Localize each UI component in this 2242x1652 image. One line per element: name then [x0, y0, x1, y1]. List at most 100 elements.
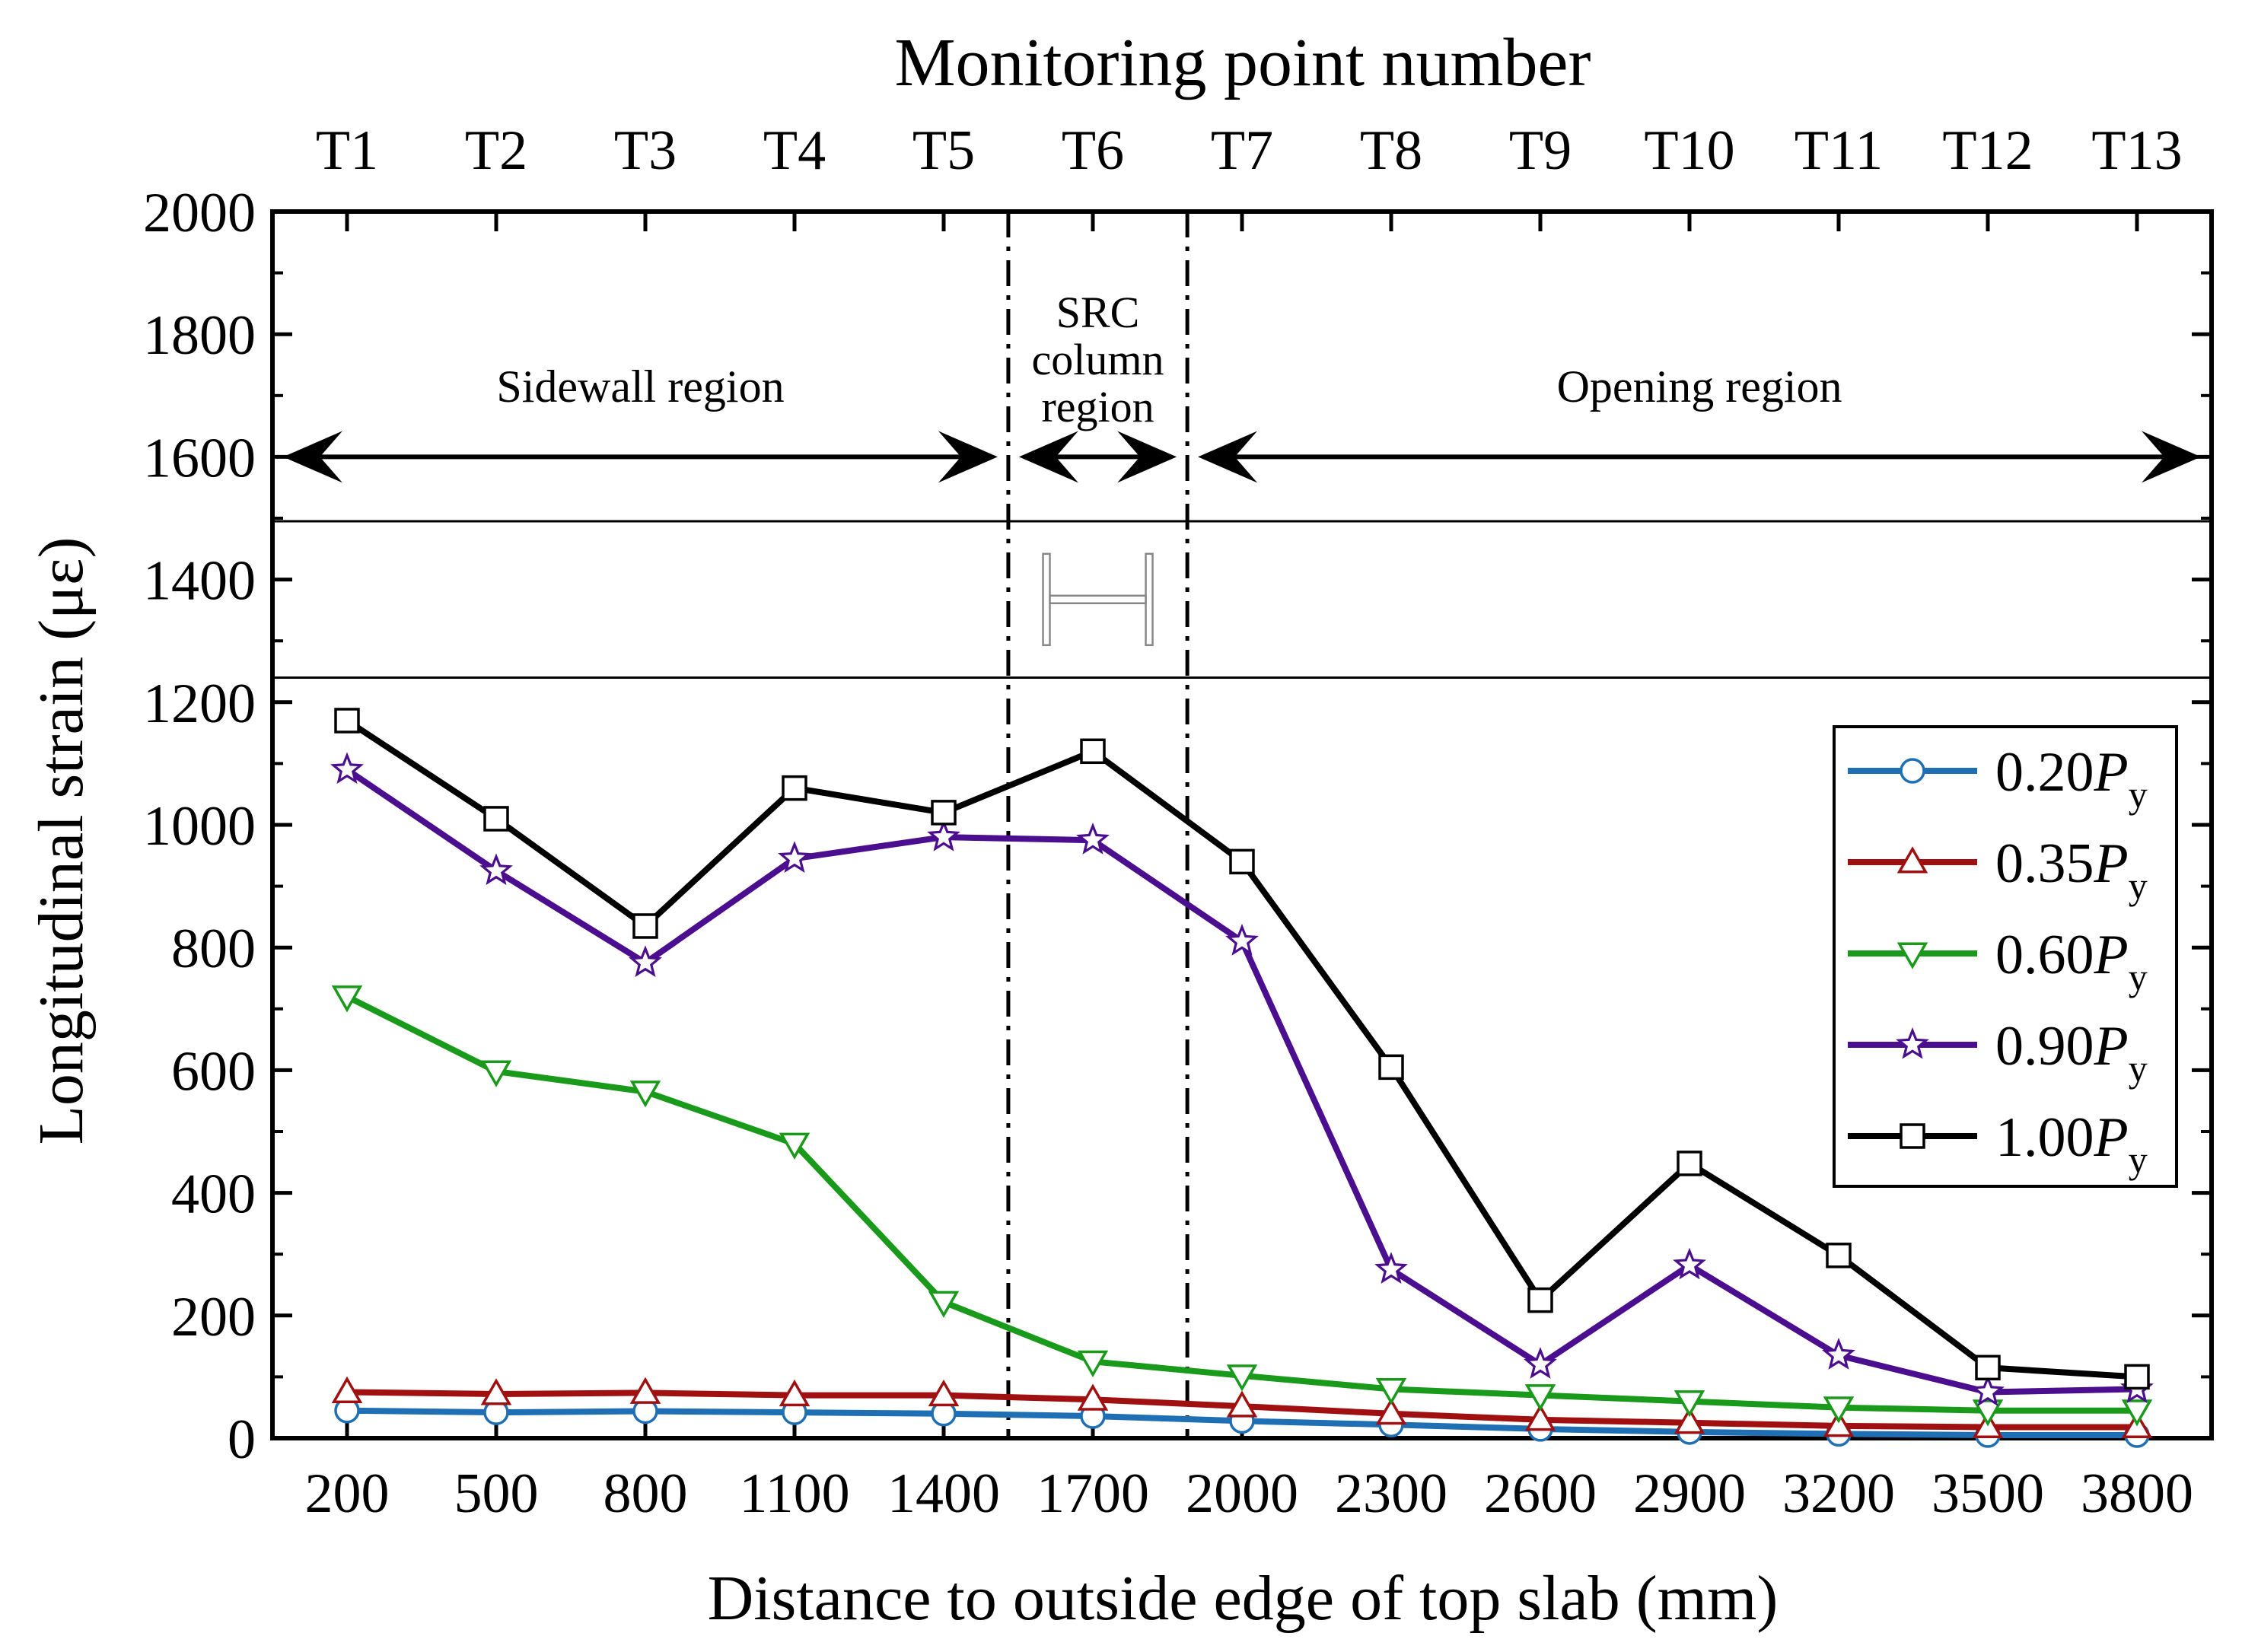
data-point — [1524, 1347, 1557, 1379]
legend-label: 0.20Py — [1995, 741, 2148, 816]
data-point — [1374, 1252, 1408, 1284]
top-tick-label: T11 — [1795, 119, 1883, 182]
series-1 — [331, 1376, 2153, 1438]
data-point — [779, 1132, 810, 1160]
top-tick-label: T10 — [1644, 119, 1734, 182]
legend-label-symbol: P — [2094, 832, 2129, 895]
x-tick-label: 1100 — [739, 1463, 849, 1525]
x-tick-label: 1400 — [887, 1463, 1000, 1525]
data-point — [1375, 1378, 1407, 1405]
x-tick-label: 2300 — [1335, 1463, 1447, 1525]
legend-marker — [1896, 1027, 1929, 1059]
legend-marker — [1900, 1123, 1925, 1149]
y-tick-label: 1600 — [143, 427, 256, 489]
y-axis-title: Longitudinal strain (με) — [26, 537, 97, 1145]
legend-label-value: 0.35 — [1995, 832, 2094, 895]
top-axis-title: Monitoring point number — [895, 25, 1591, 100]
data-point — [480, 1060, 512, 1087]
region-arrow-head-right — [1117, 431, 1177, 483]
y-tick-label: 400 — [171, 1163, 256, 1226]
legend-label: 1.00Py — [1995, 1106, 2148, 1181]
data-point — [1229, 848, 1255, 875]
top-tick-label: T7 — [1211, 119, 1273, 182]
legend-item: 0.35Py — [1848, 832, 2148, 907]
top-tick-label: T8 — [1360, 119, 1422, 182]
data-point — [779, 1379, 810, 1407]
legend-label-symbol: P — [2094, 741, 2129, 804]
data-point — [1375, 1397, 1407, 1425]
series-2 — [331, 985, 2153, 1427]
legend-label-subscript: y — [2129, 1138, 2148, 1181]
data-point — [1822, 1338, 1855, 1370]
region-label: Sidewall region — [496, 361, 784, 412]
y-tick-label: 1200 — [143, 673, 256, 735]
legend-marker — [1896, 942, 1928, 969]
data-point — [629, 1081, 661, 1108]
x-tick-label: 800 — [603, 1463, 688, 1525]
axis-layer: 0 200 400 600 800 1000 1200 1400 1600 1800 2000 200… — [143, 119, 2212, 1525]
legend-label-value: 1.00 — [1995, 1106, 2094, 1169]
data-point — [1823, 1410, 1855, 1437]
data-point — [629, 1377, 661, 1404]
data-point — [629, 945, 662, 977]
x-tick-label: 2000 — [1186, 1463, 1298, 1525]
data-point — [1674, 1407, 1705, 1434]
y-tick-label: 800 — [171, 918, 256, 980]
region-arrow-head-right — [938, 431, 998, 483]
y-tick-label: 2000 — [143, 182, 256, 244]
data-point — [480, 1378, 512, 1405]
data-point — [1226, 1364, 1258, 1392]
y-tick-label: 200 — [171, 1286, 256, 1348]
top-tick-label: T13 — [2091, 119, 2182, 182]
data-point — [1823, 1396, 1855, 1424]
data-point — [927, 820, 960, 851]
data-point — [479, 853, 513, 886]
top-tick-label: T3 — [614, 119, 677, 182]
legend-label-subscript: y — [2129, 773, 2148, 816]
legend-label-subscript: y — [2129, 956, 2148, 998]
data-point — [330, 752, 364, 785]
legend-item: 0.20Py — [1848, 741, 2148, 816]
data-point — [1972, 1399, 2004, 1427]
series-layer — [330, 708, 2154, 1448]
x-tick-label: 200 — [305, 1463, 390, 1525]
legend-label-value: 0.60 — [1995, 924, 2094, 986]
x-tick-label: 3800 — [2081, 1463, 2193, 1525]
region-arrow-head-left — [283, 431, 342, 483]
x-tick-label: 3500 — [1931, 1463, 2044, 1525]
data-point — [1378, 1054, 1404, 1081]
data-point — [331, 1376, 363, 1404]
legend-label-value: 0.90 — [1995, 1015, 2094, 1077]
region-label: column — [1032, 335, 1164, 384]
legend-label: 0.35Py — [1995, 832, 2148, 907]
top-tick-label: T4 — [763, 119, 826, 182]
x-axis-title: Distance to outside edge of top slab (mm… — [708, 1563, 1779, 1634]
top-tick-label: T2 — [465, 119, 527, 182]
data-point — [483, 806, 509, 832]
data-point — [778, 841, 811, 873]
data-point — [1077, 1350, 1109, 1378]
data-point — [1076, 823, 1110, 855]
data-point — [1971, 1374, 2005, 1407]
data-point — [632, 913, 658, 939]
data-point — [1524, 1404, 1556, 1431]
legend-label: 0.60Py — [1995, 924, 2148, 998]
data-point — [331, 985, 363, 1013]
data-point — [1826, 1243, 1852, 1268]
x-tick-label: 500 — [454, 1463, 539, 1525]
data-point — [334, 708, 360, 734]
x-tick-label: 2600 — [1484, 1463, 1597, 1525]
top-tick-label: T6 — [1062, 119, 1124, 182]
top-tick-label: T9 — [1509, 119, 1572, 182]
legend-marker — [1900, 758, 1925, 784]
data-point — [1975, 1354, 2001, 1381]
data-point — [2121, 1399, 2153, 1427]
region-arrow-head-left — [1018, 431, 1078, 483]
y-tick-label: 1400 — [143, 550, 256, 613]
data-point — [928, 1379, 960, 1407]
series-3 — [330, 752, 2154, 1407]
data-point — [931, 800, 957, 826]
